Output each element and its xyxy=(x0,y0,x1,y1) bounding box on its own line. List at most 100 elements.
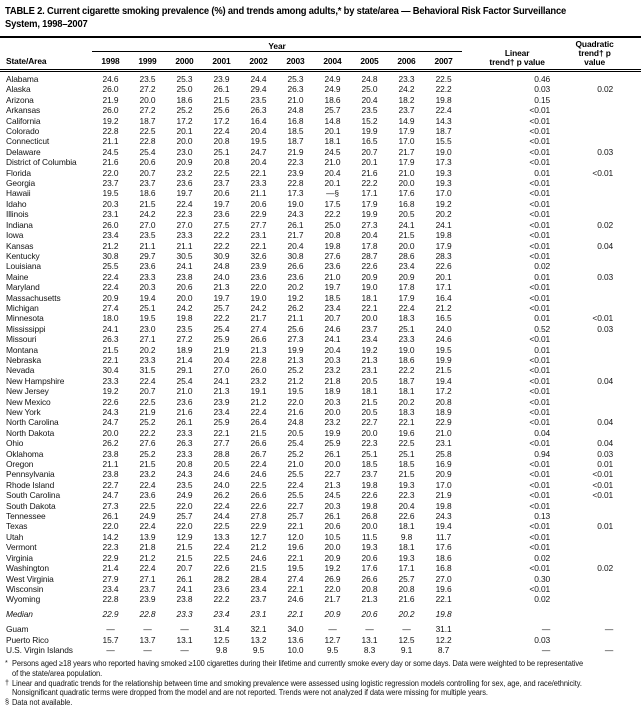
prevalence-cell: 22.0 xyxy=(102,521,119,532)
prevalence-cell: 27.1 xyxy=(139,334,156,345)
prevalence-cell: 22.1 xyxy=(287,608,304,619)
prevalence-cell: 22.8 xyxy=(287,178,304,189)
quadratic-p-value-cell: 0.04 xyxy=(597,240,614,251)
prevalence-cell: 21.3 xyxy=(250,344,267,355)
prevalence-cell: 18.7 xyxy=(139,115,156,126)
prevalence-cell: 17.8 xyxy=(398,282,415,293)
prevalence-cell: 19.4 xyxy=(435,375,452,386)
prevalence-cell: 26.0 xyxy=(102,84,119,95)
prevalence-cell: 24.6 xyxy=(287,594,304,605)
prevalence-cell: 21.3 xyxy=(324,479,341,490)
prevalence-cell: 22.1 xyxy=(287,552,304,563)
table-row: North Carolina 24.7 25.2 26.1 25.9 26.4 24.8 23… xyxy=(0,417,641,427)
prevalence-cell: 20.0 xyxy=(324,542,341,553)
prevalence-cell: 20.2 xyxy=(435,209,452,220)
table-row: Arizona 21.9 20.0 18.6 21.5 23.5 21.0 18.6 20.4 1… xyxy=(0,95,641,105)
linear-p-value-cell: <0.01 xyxy=(529,386,551,397)
state-area-cell: Idaho xyxy=(6,198,27,209)
table-row: New Hampshire 23.3 22.4 25.4 24.1 23.2 21.2 21.… xyxy=(0,376,641,386)
prevalence-cell: 9.5 xyxy=(252,644,265,655)
prevalence-cell: 20.5 xyxy=(361,375,378,386)
prevalence-cell: 23.4 xyxy=(213,407,230,417)
table-row: Iowa 23.4 23.5 23.3 22.2 23.1 21.7 20.8 20.4 21.5… xyxy=(0,230,641,240)
prevalence-cell: 12.7 xyxy=(324,634,341,645)
linear-p-value-cell: — xyxy=(541,624,551,635)
table-row: South Dakota 27.3 22.5 22.0 22.4 22.6 22.7 20.3… xyxy=(0,501,641,511)
state-area-cell: Michigan xyxy=(6,302,39,313)
prevalence-cell: 17.6 xyxy=(398,188,415,199)
quadratic-p-value-cell xyxy=(572,594,641,604)
prevalence-cell: 21.7 xyxy=(398,146,415,157)
prevalence-cell: 20.6 xyxy=(324,521,341,532)
table-row: Arkansas 26.0 27.2 25.2 25.6 26.3 24.8 25.7 23.5… xyxy=(0,105,641,115)
prevalence-cell: 25.8 xyxy=(435,448,452,459)
prevalence-cell: 21.9 xyxy=(213,344,230,355)
prevalence-cell: 21.5 xyxy=(176,552,193,563)
footnote-text-line: Data not available. xyxy=(12,697,73,707)
linear-header-line2: trend† p value xyxy=(489,57,545,67)
prevalence-cell: 20.5 xyxy=(213,459,230,470)
prevalence-cell: 20.3 xyxy=(324,500,341,511)
prevalence-cell: 25.1 xyxy=(213,146,230,157)
prevalence-cell: 25.4 xyxy=(287,438,304,449)
prevalence-cell: 23.3 xyxy=(176,608,193,619)
prevalence-cell: 27.4 xyxy=(287,573,304,584)
prevalence-cell: 16.8 xyxy=(435,563,452,574)
prevalence-cell: 9.5 xyxy=(326,644,339,655)
state-area-cell: Puerto Rico xyxy=(6,634,49,645)
prevalence-cell: 20.6 xyxy=(361,552,378,563)
prevalence-cell: 27.3 xyxy=(102,500,119,511)
linear-p-value-cell: <0.01 xyxy=(529,542,551,553)
prevalence-cell: 24.0 xyxy=(213,271,230,282)
prevalence-cell: 23.2 xyxy=(176,167,193,178)
prevalence-cell: 20.9 xyxy=(361,271,378,282)
state-area-cell: Louisiana xyxy=(6,261,41,272)
prevalence-cell: 24.1 xyxy=(324,334,341,345)
prevalence-cell: 24.8 xyxy=(287,105,304,116)
linear-p-value-cell: <0.01 xyxy=(529,563,551,574)
prevalence-cell: 22.3 xyxy=(361,438,378,449)
prevalence-cell: 19.8 xyxy=(361,500,378,511)
prevalence-cell: 23.2 xyxy=(324,417,341,428)
prevalence-cell: 18.6 xyxy=(176,94,193,105)
prevalence-cell: 22.8 xyxy=(102,594,119,605)
prevalence-cell: 21.5 xyxy=(398,230,415,241)
prevalence-cell: 18.7 xyxy=(398,375,415,386)
state-area-cell: Oregon xyxy=(6,459,34,470)
prevalence-cell: 24.6 xyxy=(250,552,267,563)
prevalence-cell: 18.1 xyxy=(398,521,415,532)
prevalence-cell: 22.9 xyxy=(102,552,119,563)
prevalence-cell: 23.3 xyxy=(102,375,119,386)
prevalence-cell: 13.2 xyxy=(250,634,267,645)
prevalence-cell: 23.6 xyxy=(287,271,304,282)
prevalence-cell: 22.1 xyxy=(398,417,415,428)
prevalence-cell: 21.4 xyxy=(176,354,193,365)
prevalence-cell: 20.2 xyxy=(287,282,304,293)
linear-p-value-cell: <0.01 xyxy=(529,438,551,449)
table-row: Kansas 21.2 21.1 21.1 22.2 22.1 20.4 19.8 17.8 20… xyxy=(0,241,641,251)
prevalence-cell: 12.2 xyxy=(435,634,452,645)
state-area-cell: Maryland xyxy=(6,282,40,293)
prevalence-cell: 19.1 xyxy=(250,386,267,397)
prevalence-cell: 20.4 xyxy=(361,230,378,241)
prevalence-cell: 28.7 xyxy=(361,250,378,261)
prevalence-cell: 24.6 xyxy=(324,323,341,334)
prevalence-cell: 27.2 xyxy=(176,334,193,345)
prevalence-cell: 26.1 xyxy=(287,219,304,230)
prevalence-cell: 25.1 xyxy=(139,302,156,313)
table-row: Wisconsin 23.4 23.7 24.1 23.6 23.4 22.1 22.0 20.… xyxy=(0,584,641,594)
prevalence-cell: 20.3 xyxy=(102,198,119,209)
quadratic-p-value-cell xyxy=(572,334,641,344)
prevalence-cell: 20.3 xyxy=(139,282,156,293)
col-header-year: 2007 xyxy=(425,51,463,72)
prevalence-cell: 30.9 xyxy=(213,250,230,261)
prevalence-cell: 19.2 xyxy=(435,198,452,209)
prevalence-cell: 19.9 xyxy=(324,427,341,438)
prevalence-cell: 23.3 xyxy=(176,230,193,241)
prevalence-cell: 18.2 xyxy=(398,94,415,105)
prevalence-cell: 21.5 xyxy=(250,563,267,574)
prevalence-cell: 22.2 xyxy=(398,365,415,376)
linear-p-value-cell: 0.30 xyxy=(534,573,551,584)
prevalence-cell: 24.1 xyxy=(398,219,415,230)
prevalence-cell: 22.4 xyxy=(287,479,304,490)
